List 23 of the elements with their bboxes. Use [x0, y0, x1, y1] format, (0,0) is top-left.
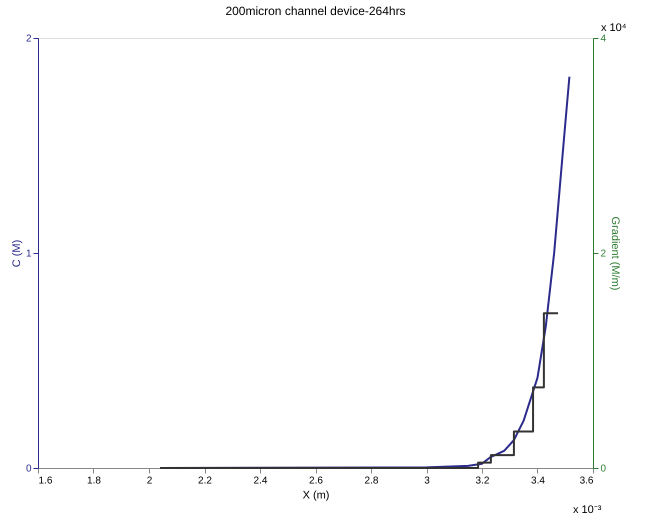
x-tick-label: 2.6 [309, 476, 324, 486]
x-tick-label: 2.2 [198, 476, 212, 486]
x-tick-label: 3 [424, 476, 430, 486]
y-tick-label: 0 [26, 464, 32, 474]
x-tick-label: 1.6 [38, 476, 53, 486]
x-tick-label: 2.8 [364, 476, 379, 486]
x-tick-label: 2 [146, 476, 153, 486]
x-tick-label: 3.4 [531, 476, 546, 486]
x-tick-label: 3.6 [580, 476, 594, 486]
x-tick-label: 1.8 [87, 476, 102, 486]
y2-tick-label: 2 [600, 248, 606, 260]
chart-title: 200micron channel device-264hrs [225, 4, 406, 18]
x-tick-label: 3.2 [476, 476, 490, 486]
y2-axis-title: Gradient (M/m) [609, 216, 622, 290]
text: x 10⁻³ [573, 504, 602, 516]
y2-tick-label: 4 [600, 34, 606, 44]
x-axis-title: X (m) [302, 490, 330, 502]
y-axis-title: C (M) [10, 240, 23, 268]
text: x 10⁴ [601, 22, 627, 34]
y-tick-label: 2 [26, 34, 32, 44]
y-tick-label: 1 [26, 248, 32, 260]
x-tick-label: 2.4 [254, 476, 268, 486]
y2-tick-label: 0 [600, 464, 606, 474]
